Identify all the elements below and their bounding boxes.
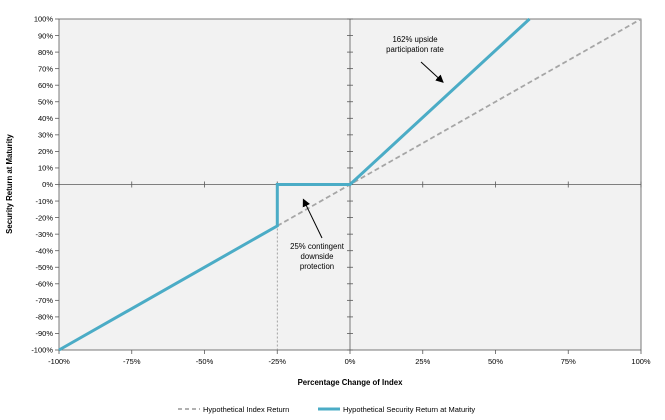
y-tick-label: -80% bbox=[35, 313, 53, 322]
legend-label: Hypothetical Index Return bbox=[203, 405, 289, 414]
y-tick-label: 90% bbox=[38, 31, 53, 40]
legend-label: Hypothetical Security Return at Maturity bbox=[343, 405, 475, 414]
upside-arrow bbox=[420, 61, 444, 83]
x-tick-label: 50% bbox=[488, 357, 503, 366]
y-tick-label: -40% bbox=[35, 246, 53, 255]
legend: Hypothetical Index Return Hypothetical Se… bbox=[178, 405, 475, 414]
y-tick-label: -10% bbox=[35, 197, 53, 206]
upside-annotation-text: 162% upside bbox=[392, 35, 437, 44]
y-tick-label: 0% bbox=[42, 180, 53, 189]
downside-arrow bbox=[302, 198, 323, 239]
y-tick-label: -20% bbox=[35, 213, 53, 222]
y-tick-label: 60% bbox=[38, 81, 53, 90]
x-tick-label: 100% bbox=[631, 357, 651, 366]
y-tick-label: 10% bbox=[38, 164, 53, 173]
downside-annotation-text: downside bbox=[301, 252, 334, 261]
x-tick-label: 25% bbox=[415, 357, 430, 366]
y-tick-label: 80% bbox=[38, 48, 53, 57]
y-tick-label: 100% bbox=[34, 15, 54, 24]
x-tick-label: -25% bbox=[268, 357, 286, 366]
security-return-line bbox=[58, 17, 531, 352]
x-tick-label: -75% bbox=[123, 357, 141, 366]
y-tick-label: -60% bbox=[35, 280, 53, 289]
y-tick-label: 70% bbox=[38, 64, 53, 73]
y-tick-label: -50% bbox=[35, 263, 53, 272]
downside-annotation-text: 25% contingent bbox=[290, 242, 345, 251]
x-tick-label: 0% bbox=[345, 357, 356, 366]
y-tick-label: -70% bbox=[35, 296, 53, 305]
y-tick-label: -30% bbox=[35, 230, 53, 239]
upside-annotation-text: participation rate bbox=[386, 45, 444, 54]
y-tick-label: -100% bbox=[31, 346, 53, 355]
x-axis-title: Percentage Change of Index bbox=[298, 378, 404, 387]
y-tick-label: 20% bbox=[38, 147, 53, 156]
x-tick-label: -100% bbox=[48, 357, 70, 366]
y-tick-label: 30% bbox=[38, 131, 53, 140]
index-return-line bbox=[276, 18, 642, 227]
y-tick-label: 40% bbox=[38, 114, 53, 123]
downside-annotation-text: protection bbox=[300, 262, 334, 271]
y-axis-title: Security Return at Maturity bbox=[5, 134, 14, 234]
y-tick-label: -90% bbox=[35, 329, 53, 338]
x-tick-label: -50% bbox=[196, 357, 214, 366]
x-tick-label: 75% bbox=[561, 357, 576, 366]
y-tick-label: 50% bbox=[38, 97, 53, 106]
